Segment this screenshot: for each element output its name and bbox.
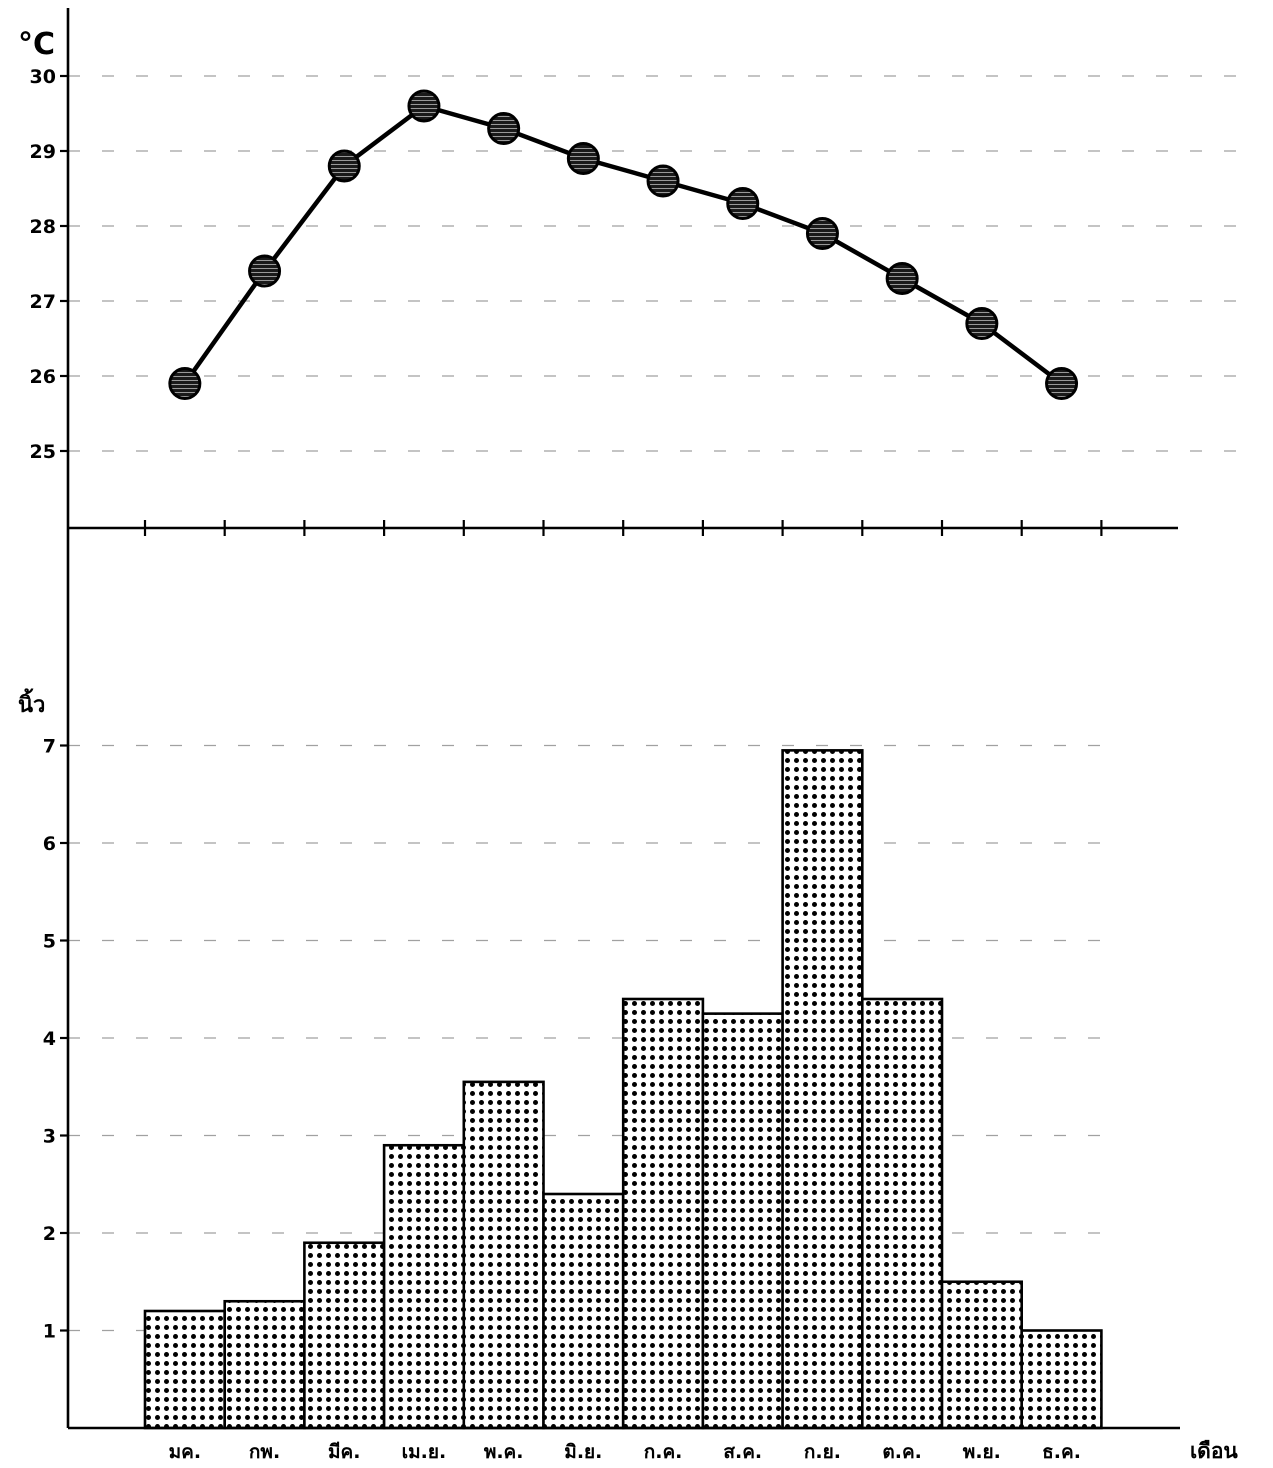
rainfall-y-ticks: 1 2 3 4 5 6 7	[43, 736, 68, 1343]
temperature-y-tick-label: 29	[30, 141, 56, 163]
month-label: มค.	[169, 1441, 201, 1463]
temperature-point	[248, 254, 282, 288]
rainfall-bar	[701, 1012, 784, 1430]
temperature-y-tick-label: 26	[30, 366, 56, 388]
temperature-point	[566, 142, 600, 175]
rainfall-bar	[940, 1280, 1023, 1430]
temperature-point	[487, 112, 521, 145]
temperature-x-ticks	[143, 520, 1103, 536]
temperature-point	[965, 307, 999, 340]
rainfall-bar	[223, 1299, 306, 1430]
temperature-chart: 25 26 27 28 29 30 °C	[18, 8, 1240, 536]
temperature-point	[726, 187, 760, 220]
month-label: มิ.ย.	[564, 1441, 602, 1463]
rainfall-bar	[621, 997, 705, 1430]
temperature-points	[168, 89, 1079, 400]
month-label: ก.ค.	[644, 1441, 683, 1463]
temperature-point	[327, 149, 361, 183]
rainfall-y-tick-label: 3	[43, 1126, 56, 1148]
temperature-gridlines	[68, 75, 1240, 452]
temperature-y-tick-label: 28	[30, 216, 56, 238]
rainfall-y-tick-label: 1	[43, 1321, 56, 1343]
rainfall-bar	[382, 1143, 466, 1430]
month-label: ก.ย.	[804, 1441, 841, 1463]
rainfall-bar	[143, 1309, 226, 1430]
temperature-y-tick-label: 27	[30, 291, 56, 313]
temperature-point	[805, 217, 839, 250]
rainfall-y-tick-label: 4	[43, 1028, 56, 1050]
rainfall-chart: 1 2 3 4 5 6 7 นิ้ว มค. กพ. มีค. เม.ย. พ.ค. มิ.ย. ก.ค…	[18, 528, 1238, 1463]
month-label: ธ.ค.	[1042, 1441, 1081, 1463]
temperature-y-tick-label: 30	[30, 66, 56, 88]
month-label: กพ.	[249, 1441, 280, 1463]
temperature-y-unit: °C	[18, 27, 55, 62]
temperature-point	[1045, 367, 1079, 400]
temperature-point	[168, 367, 202, 400]
rainfall-bar	[462, 1080, 545, 1430]
month-label: พ.ค.	[484, 1441, 524, 1463]
temperature-point	[646, 164, 680, 198]
month-label: พ.ย.	[963, 1441, 1001, 1463]
rainfall-y-tick-label: 5	[43, 931, 56, 953]
rainfall-bar	[860, 997, 944, 1430]
month-labels: มค. กพ. มีค. เม.ย. พ.ค. มิ.ย. ก.ค. ส.ค. ก.ย. ต.ค.…	[169, 1441, 1081, 1463]
rainfall-bar	[542, 1192, 625, 1430]
rainfall-x-unit: เดือน	[1190, 1439, 1238, 1463]
rainfall-y-tick-label: 7	[43, 736, 56, 758]
temperature-point	[407, 89, 441, 123]
month-label: มีค.	[328, 1441, 360, 1463]
rainfall-bars	[143, 749, 1103, 1430]
rainfall-y-tick-label: 2	[43, 1223, 56, 1245]
rainfall-bar	[1020, 1329, 1103, 1430]
month-label: เม.ย.	[402, 1441, 447, 1463]
temperature-y-ticks: 25 26 27 28 29 30	[30, 66, 68, 463]
month-label: ส.ค.	[723, 1441, 762, 1463]
rainfall-y-tick-label: 6	[43, 833, 56, 855]
temperature-point	[885, 262, 919, 295]
temperature-y-tick-label: 25	[30, 441, 56, 463]
month-label: ต.ค.	[882, 1441, 921, 1463]
rainfall-bar	[303, 1241, 386, 1430]
rainfall-bar	[781, 749, 864, 1430]
temperature-line	[182, 103, 1063, 386]
rainfall-y-unit: นิ้ว	[18, 688, 45, 718]
